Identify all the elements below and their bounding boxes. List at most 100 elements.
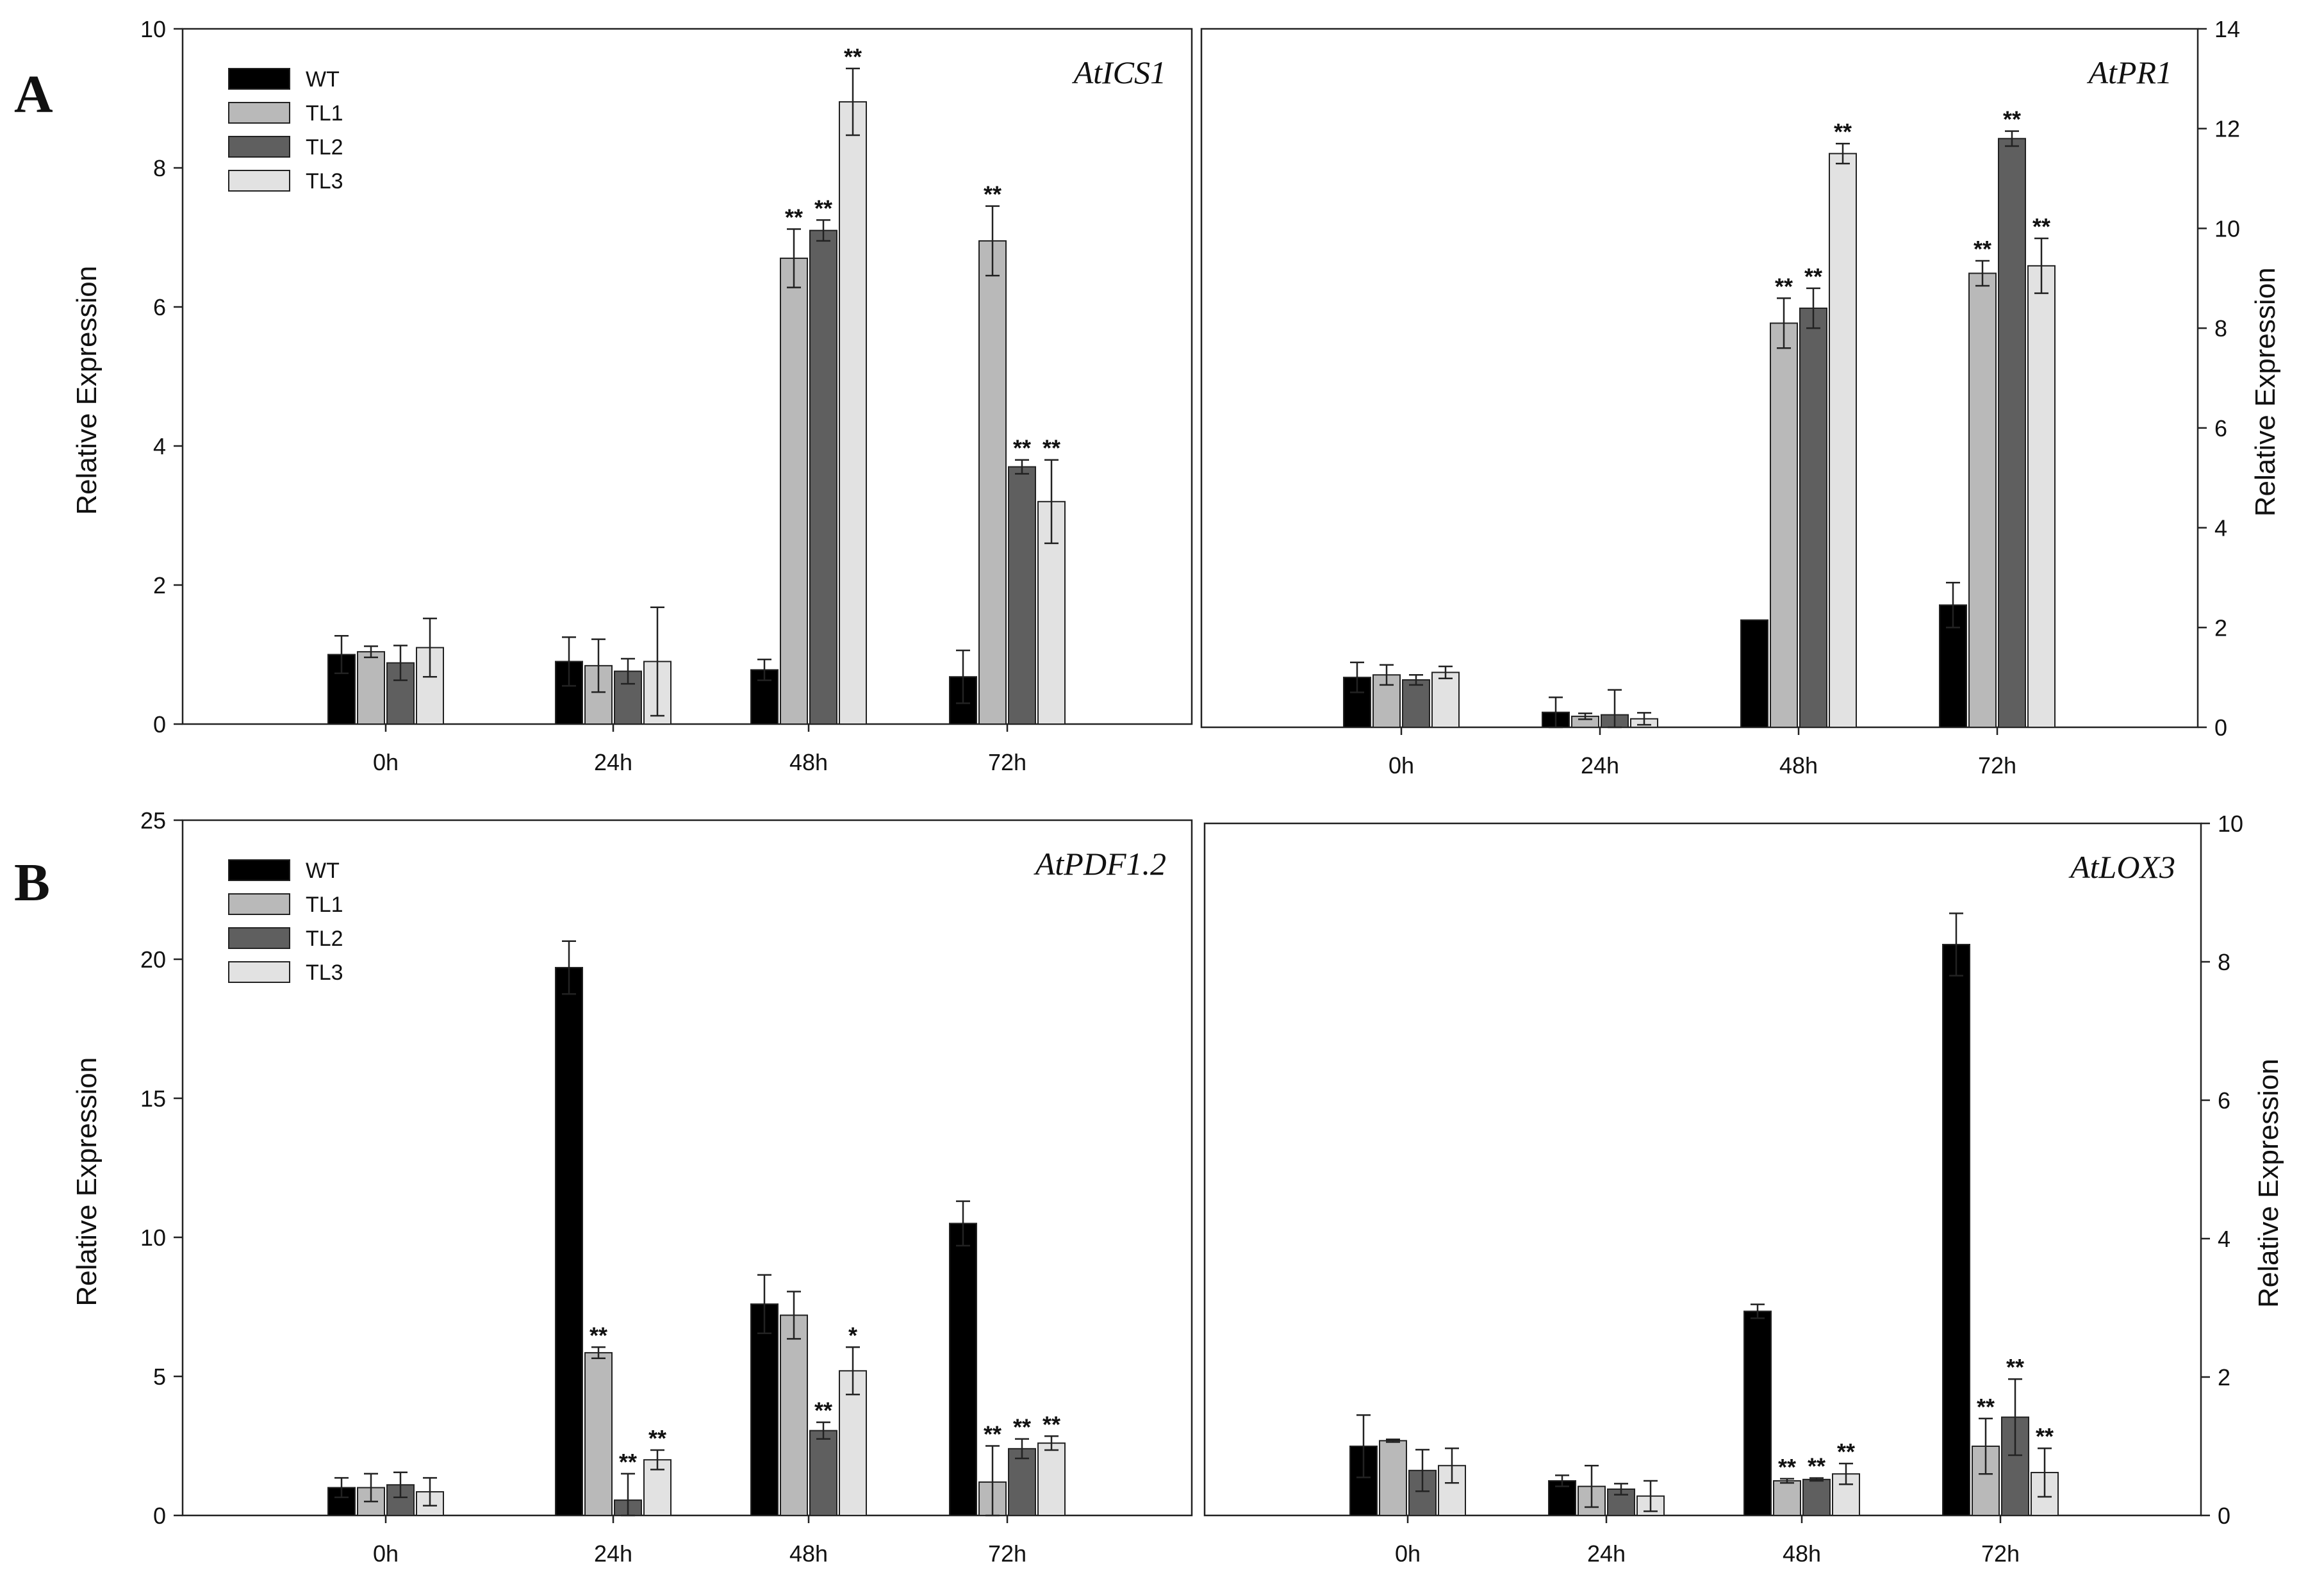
bar-wt-48h [1743, 1310, 1772, 1517]
legend-label-tl2: TL2 [306, 135, 343, 160]
y-axis-title: Relative Expression [71, 1057, 103, 1307]
y-tick-label: 6 [2214, 415, 2227, 441]
y-tick-label: 0 [153, 1503, 166, 1529]
bar-tl1-72h [978, 240, 1007, 725]
chart-title: AtICS1 [1072, 54, 1166, 90]
bar-tl1-48h [1773, 1480, 1801, 1516]
significance-marker: ** [1013, 435, 1031, 461]
chart-atpdf1-2: 0 5 10 15 20 25 Relative Expression AtPDF1.2 0h 2… [71, 807, 1193, 1567]
x-tick-label: 24h [594, 749, 632, 775]
chart-title: AtPDF1.2 [1034, 846, 1166, 882]
bar-tl2-0h [386, 662, 415, 725]
chart-atics1: 0 2 4 6 8 10 Relative Expression AtICS1 0h 24h 48h… [71, 16, 1193, 775]
y-tick-label: 12 [2214, 116, 2240, 142]
significance-marker: ** [2036, 1423, 2054, 1449]
y-tick-label: 25 [140, 807, 166, 834]
x-tick-label: 48h [789, 749, 828, 775]
bar-tl2-48h [809, 229, 837, 725]
significance-marker: ** [984, 181, 1001, 208]
significance-marker: ** [2003, 106, 2021, 133]
significance-marker: ** [1834, 119, 1852, 145]
legend-label-wt: WT [306, 859, 340, 883]
x-tick-label: 0h [1389, 752, 1414, 779]
charts-group: 0 2 4 6 8 10 Relative Expression AtICS1 0h 24h 48h… [71, 16, 2284, 1567]
plot-frame [1203, 822, 2202, 1517]
panel-letter-a: A [14, 65, 53, 124]
legend-swatch-tl2 [228, 927, 290, 949]
y-tick-label: 4 [2214, 515, 2227, 541]
significance-marker: ** [2032, 213, 2050, 240]
x-tick-label: 48h [789, 1540, 828, 1567]
x-tick-label: 72h [988, 749, 1026, 775]
y-tick-label: 20 [140, 946, 166, 973]
bar-tl2-72h [2001, 1416, 2029, 1516]
bar-tl2-0h [1402, 679, 1430, 729]
y-tick-label: 10 [2218, 811, 2243, 837]
x-tick-label: 0h [373, 1540, 399, 1567]
bar-tl3-48h [839, 101, 867, 725]
bar-wt-72h [1942, 944, 1970, 1516]
x-tick-label: 72h [988, 1540, 1026, 1567]
significance-marker: ** [844, 44, 862, 70]
significance-marker: ** [2006, 1354, 2024, 1380]
legend-swatch-tl1 [228, 893, 290, 915]
bar-wt-24h [555, 967, 583, 1516]
plot-frame [181, 819, 1193, 1517]
bar-tl1-48h [780, 258, 808, 725]
y-tick-label: 5 [153, 1364, 166, 1390]
bar-tl3-72h [2027, 265, 2056, 729]
significance-marker: ** [1837, 1439, 1855, 1465]
significance-marker: ** [648, 1425, 666, 1451]
y-tick-label: 10 [140, 16, 166, 42]
x-tick-label: 48h [1783, 1540, 1821, 1567]
significance-marker: ** [1043, 435, 1060, 461]
bar-wt-48h [1740, 619, 1768, 728]
significance-marker: ** [619, 1449, 637, 1475]
plot-frame [181, 28, 1193, 725]
x-tick-label: 72h [1978, 752, 2016, 779]
y-axis-title: Relative Expression [2250, 267, 2281, 516]
significance-marker: ** [785, 204, 803, 230]
bar-tl1-72h [1972, 1446, 2000, 1516]
legend-label-tl3: TL3 [306, 961, 343, 985]
significance-marker: ** [1808, 1453, 1825, 1480]
bar-wt-72h [949, 1223, 977, 1517]
bar-tl2-48h [809, 1430, 837, 1516]
y-tick-label: 4 [2218, 1226, 2230, 1252]
bar-tl2-72h [1998, 138, 2026, 729]
legend-swatch-tl3 [228, 170, 290, 192]
legend-swatch-tl3 [228, 961, 290, 983]
significance-marker: ** [1778, 1454, 1796, 1480]
bar-tl2-48h [1802, 1478, 1831, 1517]
legend-swatch-tl2 [228, 136, 290, 158]
y-tick-label: 8 [2214, 315, 2227, 342]
bar-tl3-72h [1037, 1442, 1066, 1516]
bar-tl1-0h [357, 651, 385, 725]
significance-marker: ** [1013, 1414, 1031, 1440]
y-tick-label: 0 [2218, 1503, 2230, 1529]
legend-label-tl3: TL3 [306, 169, 343, 194]
legend-swatch-tl1 [228, 102, 290, 124]
x-tick-label: 24h [1581, 752, 1619, 779]
x-tick-label: 48h [1779, 752, 1818, 779]
y-tick-label: 10 [2214, 215, 2240, 242]
y-axis-title: Relative Expression [2253, 1059, 2284, 1308]
legend-swatch-wt [228, 859, 290, 881]
legend-label-tl1: TL1 [306, 893, 343, 917]
significance-marker: ** [814, 1398, 832, 1424]
legend-swatch-wt [228, 68, 290, 90]
chart-atlox3: 0 2 4 6 8 10 Relative Expression AtLOX3 0h 24h 48h… [1203, 811, 2284, 1567]
significance-marker: ** [1804, 263, 1822, 290]
legend-label-tl2: TL2 [306, 927, 343, 951]
bar-tl2-24h [614, 670, 642, 725]
significance-marker: ** [814, 195, 832, 221]
bar-tl1-0h [1379, 1440, 1407, 1517]
bar-tl3-48h [1829, 153, 1857, 728]
significance-marker: ** [984, 1421, 1001, 1448]
y-tick-label: 8 [2218, 949, 2230, 975]
chart-title: AtLOX3 [2068, 849, 2175, 885]
chart-atpr1: 0 2 4 6 8 10 12 14 Relative Expression AtPR1 0h 24h… [1200, 16, 2281, 779]
y-tick-label: 6 [2218, 1087, 2230, 1114]
